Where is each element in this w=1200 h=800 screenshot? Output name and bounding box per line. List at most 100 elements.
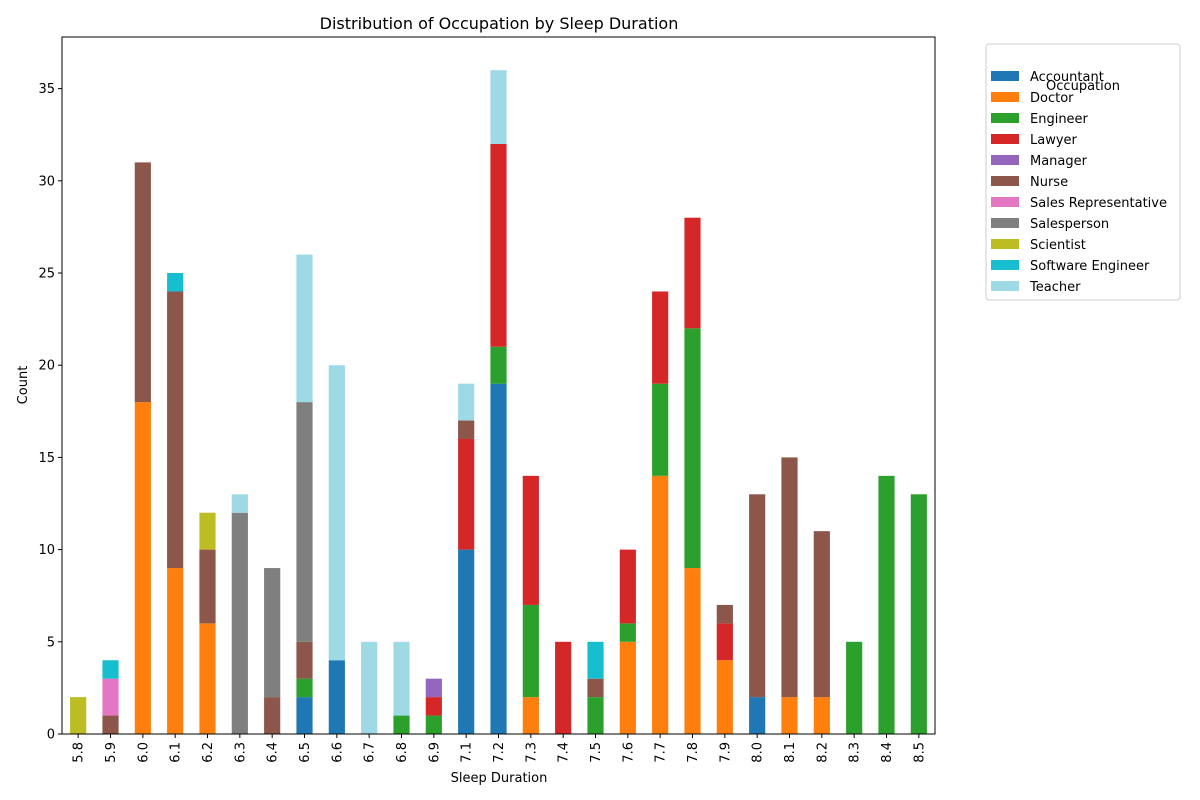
bar-segment bbox=[425, 715, 442, 734]
legend-label: Sales Representative bbox=[1030, 196, 1167, 211]
x-tick-label: 7.5 bbox=[589, 742, 604, 763]
x-tick-label: 6.9 bbox=[427, 742, 442, 763]
y-tick-label: 15 bbox=[38, 451, 55, 466]
bar-segment bbox=[328, 660, 345, 734]
legend: Occupation Accountant Doctor Engineer Lawye… bbox=[985, 43, 1181, 301]
bar-segment bbox=[296, 641, 313, 679]
x-tick-label: 6.1 bbox=[169, 742, 184, 763]
legend-title: Occupation bbox=[1046, 79, 1120, 94]
bar-segment bbox=[619, 623, 636, 642]
legend-label: Lawyer bbox=[1030, 133, 1078, 148]
bar-segment bbox=[296, 697, 313, 734]
y-axis: 0 5 10 15 20 25 30 35 bbox=[38, 82, 62, 743]
y-tick-label: 5 bbox=[47, 635, 55, 650]
x-tick-label: 6.7 bbox=[363, 742, 378, 763]
bar-segment bbox=[167, 568, 184, 734]
bar-segment bbox=[522, 697, 539, 734]
bar-segment bbox=[167, 273, 184, 292]
x-tick-label: 8.0 bbox=[751, 742, 766, 763]
bar-segment bbox=[458, 438, 475, 550]
legend-label: Accountant bbox=[1030, 70, 1104, 85]
bar-segment bbox=[264, 697, 281, 734]
x-tick-label: 8.1 bbox=[783, 742, 798, 763]
bar-segment bbox=[522, 604, 539, 698]
x-tick-label: 8.2 bbox=[815, 742, 830, 763]
x-tick-label: 7.3 bbox=[524, 742, 539, 763]
y-tick-label: 25 bbox=[38, 267, 55, 282]
bar-segment bbox=[587, 641, 604, 679]
bar-segment bbox=[425, 697, 442, 716]
bar-segment bbox=[652, 475, 669, 734]
bar-segment bbox=[490, 383, 507, 734]
legend-swatch bbox=[991, 134, 1019, 144]
bar-segment bbox=[878, 475, 895, 734]
x-tick-label: 6.8 bbox=[395, 742, 410, 763]
bar-segment bbox=[781, 697, 798, 734]
bar-segment bbox=[846, 641, 863, 734]
legend-swatch bbox=[991, 113, 1019, 123]
bar-segment bbox=[393, 641, 410, 716]
chart-title: Distribution of Occupation by Sleep Dura… bbox=[320, 14, 679, 33]
bar-segment bbox=[134, 162, 151, 403]
bar-segment bbox=[587, 678, 604, 698]
bar-segment bbox=[749, 494, 766, 698]
bar-segment bbox=[684, 217, 701, 329]
bar-segment bbox=[555, 641, 572, 734]
bar-segment bbox=[619, 641, 636, 734]
x-tick-label: 7.8 bbox=[686, 742, 701, 763]
legend-label: Scientist bbox=[1030, 238, 1086, 253]
bar-segment bbox=[684, 328, 701, 569]
x-tick-label: 6.0 bbox=[136, 742, 151, 763]
bar-segment bbox=[716, 604, 733, 624]
bars-layer bbox=[70, 70, 927, 734]
legend-label: Software Engineer bbox=[1030, 259, 1150, 274]
y-tick-label: 30 bbox=[38, 174, 55, 189]
bar-segment bbox=[361, 641, 378, 734]
bar-segment bbox=[684, 568, 701, 734]
bar-segment bbox=[231, 512, 248, 734]
bar-segment bbox=[458, 420, 475, 439]
y-axis-title: Count bbox=[16, 366, 31, 405]
bar-segment bbox=[587, 697, 604, 734]
x-axis-title: Sleep Duration bbox=[451, 771, 548, 786]
x-tick-label: 6.3 bbox=[233, 742, 248, 763]
bar-segment bbox=[199, 512, 216, 550]
x-tick-label: 7.4 bbox=[557, 742, 572, 763]
bar-segment bbox=[490, 70, 507, 144]
bar-segment bbox=[781, 457, 798, 698]
bar-segment bbox=[102, 678, 119, 716]
x-tick-label: 6.2 bbox=[201, 742, 216, 763]
bar-segment bbox=[167, 291, 184, 569]
plot-frame bbox=[61, 36, 936, 735]
legend-swatch bbox=[991, 155, 1019, 165]
x-tick-label: 7.6 bbox=[621, 742, 636, 763]
legend-swatch bbox=[991, 176, 1019, 186]
bar-segment bbox=[716, 660, 733, 734]
bar-segment bbox=[296, 254, 313, 403]
bar-segment bbox=[296, 402, 313, 642]
legend-swatch bbox=[991, 92, 1019, 102]
x-tick-label: 5.8 bbox=[72, 742, 87, 763]
bar-segment bbox=[522, 475, 539, 605]
legend-swatch bbox=[991, 281, 1019, 291]
y-tick-label: 20 bbox=[38, 359, 55, 374]
x-tick-label: 6.6 bbox=[330, 742, 345, 763]
bar-segment bbox=[490, 143, 507, 347]
bar-segment bbox=[813, 531, 830, 698]
bar-segment bbox=[102, 715, 119, 734]
x-tick-label: 7.2 bbox=[492, 742, 507, 763]
bar-segment bbox=[296, 678, 313, 698]
legend-label: Salesperson bbox=[1030, 217, 1109, 232]
legend-box bbox=[985, 43, 1181, 301]
x-tick-label: 8.4 bbox=[880, 742, 895, 763]
x-tick-label: 5.9 bbox=[104, 742, 119, 763]
legend-swatch bbox=[991, 260, 1019, 270]
legend-label: Teacher bbox=[1029, 280, 1081, 295]
legend-label: Nurse bbox=[1030, 175, 1068, 190]
bar-segment bbox=[910, 494, 927, 734]
y-tick-label: 0 bbox=[47, 728, 55, 743]
bar-segment bbox=[490, 346, 507, 384]
bar-segment bbox=[264, 568, 281, 698]
bar-segment bbox=[70, 697, 87, 734]
